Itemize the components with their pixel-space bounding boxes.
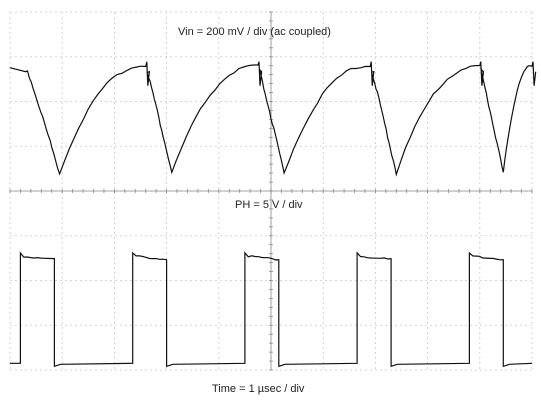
trace-ph <box>10 251 533 368</box>
series-label-vin: Vin = 200 mV / div (ac coupled) <box>178 26 331 38</box>
x-axis-label: Time = 1 µsec / div <box>212 383 305 395</box>
traces <box>9 61 537 368</box>
grid <box>9 11 533 371</box>
trace-vin <box>9 61 537 177</box>
series-label-ph: PH = 5 V / div <box>235 199 303 211</box>
